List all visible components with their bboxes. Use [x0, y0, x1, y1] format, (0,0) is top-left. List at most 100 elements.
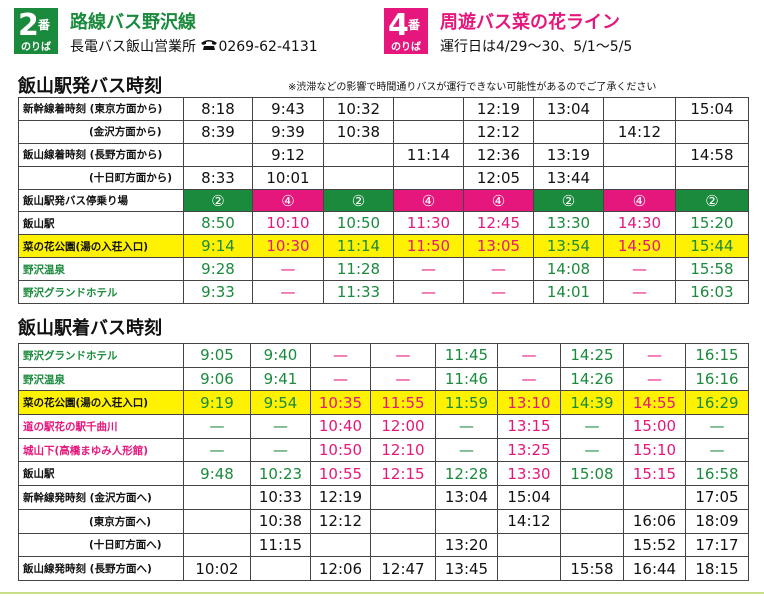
time-cell: 16:03 — [675, 280, 749, 305]
time-cell: ④ — [463, 188, 534, 213]
time-cell: 15:58 — [560, 556, 624, 581]
time-cell — [183, 142, 253, 167]
time-cell: — — [497, 366, 561, 392]
badge: 4 番 のりば — [384, 8, 428, 54]
time-cell: 10:38 — [250, 508, 311, 534]
time-cell — [603, 165, 676, 190]
time-cell: — — [497, 343, 561, 368]
time-cell: 12:12 — [310, 508, 371, 534]
time-cell: 10:30 — [252, 234, 324, 259]
row-label: 城山下(高橋まゆみ人形館) — [18, 437, 184, 463]
row-label: 新幹線発時刻 (金沢方面へ) — [18, 485, 184, 510]
time-cell: 15:04 — [675, 97, 749, 121]
time-cell: 9:28 — [183, 257, 253, 282]
row: 野沢グランドホテル 9:05 9:40— —11:45—14:25—16:15 — [18, 343, 749, 368]
row: 飯山線着時刻 (長野方面から) 9:12 11:14 12:36 13:19 14:58 — [18, 142, 749, 167]
time-cell: 14:12 — [603, 119, 676, 144]
route-title: 路線バス野沢線 — [70, 12, 196, 33]
time-cell: 8:18 — [183, 97, 253, 121]
time-cell: 9:05 — [183, 343, 251, 368]
time-cell: 13:10 — [497, 390, 561, 416]
time-cell: — — [370, 343, 436, 368]
time-cell: ② — [533, 188, 604, 213]
time-cell: 13:45 — [435, 556, 498, 581]
row-label: 飯山駅 — [18, 461, 184, 487]
time-cell: — — [393, 280, 464, 305]
time-cell: 11:15 — [250, 532, 311, 558]
time-cell: 11:14 — [323, 234, 394, 259]
row-label: 道の駅花の駅千曲川 — [18, 414, 184, 439]
row-label: (東京方面へ) — [18, 508, 184, 534]
time-cell: 11:46 — [435, 366, 498, 392]
time-cell: 15:08 — [560, 461, 624, 487]
time-cell: — — [623, 343, 686, 368]
time-cell — [183, 508, 251, 534]
time-cell: ② — [183, 188, 253, 213]
time-cell: 15:10 — [623, 437, 686, 463]
time-cell: 10:38 — [323, 119, 394, 144]
time-cell: ② — [323, 188, 394, 213]
phone-icon — [201, 40, 218, 50]
time-cell: 8:39 — [183, 119, 253, 144]
row-label: 菜の花公園(湯の入荘入口) — [18, 390, 184, 416]
row: 飯山駅 9:48 10:23 10:55 12:15 12:28 13:30 15:08 15:… — [18, 461, 749, 487]
row: (金沢方面から) 8:39 9:39 10:38 12:12 14:12 — [18, 119, 749, 144]
row-label: 野沢グランドホテル — [18, 280, 184, 305]
departure-table: 新幹線着時刻 (東京方面から) 8:18 9:43 10:32 12:19 13:04 15… — [18, 97, 749, 305]
time-cell: 13:30 — [533, 211, 604, 236]
time-cell — [183, 485, 251, 510]
time-cell: 15:15 — [623, 461, 686, 487]
time-cell: 11:28 — [323, 257, 394, 282]
row-label: 野沢グランドホテル — [18, 343, 184, 368]
time-cell — [675, 119, 749, 144]
time-cell — [393, 165, 464, 190]
time-cell: 13:54 — [533, 234, 604, 259]
time-cell: ② — [675, 188, 749, 213]
time-cell — [310, 532, 371, 558]
time-cell: 13:19 — [533, 142, 604, 167]
time-cell: — — [310, 343, 371, 368]
time-cell: — — [435, 437, 498, 463]
row: 飯山線発時刻 (長野方面へ) 10:02 12:06 12:47 13:45 15:58 1… — [18, 556, 749, 581]
time-cell: — — [623, 366, 686, 392]
row: 飯山駅発バス停乗り場 ② ④ ② ④ ④ ② ④ ② — [18, 188, 749, 213]
badge-ban: 番 — [408, 18, 421, 32]
time-cell: 9:06 — [183, 366, 251, 392]
time-cell: 16:16 — [685, 366, 749, 392]
time-cell: — — [250, 414, 311, 439]
time-cell: 9:40 — [250, 343, 311, 368]
time-cell — [370, 532, 436, 558]
row: 道の駅花の駅千曲川 — —10:40 12:00—13:15—15:00— — [18, 414, 749, 439]
time-cell: 15:04 — [497, 485, 561, 510]
row: 新幹線発時刻 (金沢方面へ) 10:33 12:19 13:04 15:04 17:05 — [18, 485, 749, 510]
time-cell: 9:41 — [250, 366, 311, 392]
time-cell: 9:33 — [183, 280, 253, 305]
row-label: 野沢温泉 — [18, 257, 184, 282]
time-cell — [623, 485, 686, 510]
row: 野沢温泉 9:06 9:41— —11:46—14:26—16:16 — [18, 366, 749, 392]
time-cell — [603, 97, 676, 121]
row-label: 飯山線着時刻 (長野方面から) — [18, 142, 184, 167]
time-cell — [370, 485, 436, 510]
time-cell — [675, 165, 749, 190]
row: 新幹線着時刻 (東京方面から) 8:18 9:43 10:32 12:19 13:04 15… — [18, 97, 749, 121]
notice: ※渋滞などの影響で時間通りバスが運行できない可能性があるのでご了承ください — [288, 82, 657, 93]
time-cell: 12:19 — [310, 485, 371, 510]
time-cell: 10:40 — [310, 414, 371, 439]
time-cell: — — [252, 257, 324, 282]
time-cell: 15:58 — [675, 257, 749, 282]
time-cell: 13:04 — [435, 485, 498, 510]
row-label: 飯山線発時刻 (長野方面へ) — [18, 556, 184, 581]
time-cell — [560, 532, 624, 558]
time-cell: 14:08 — [533, 257, 604, 282]
time-cell: 11:33 — [323, 280, 394, 305]
time-cell: 13:20 — [435, 532, 498, 558]
service-days: 運行日は4/29〜30、5/1〜5/5 — [440, 39, 633, 55]
section-title: 飯山駅着バス時刻 — [18, 318, 162, 339]
time-cell: 10:01 — [252, 165, 324, 190]
time-cell — [370, 508, 436, 534]
time-cell: — — [310, 366, 371, 392]
row: 飯山駅 8:50 10:10 10:50 11:30 12:45 13:30 14:30 15:… — [18, 211, 749, 236]
time-cell: 9:12 — [252, 142, 324, 167]
time-cell — [183, 532, 251, 558]
